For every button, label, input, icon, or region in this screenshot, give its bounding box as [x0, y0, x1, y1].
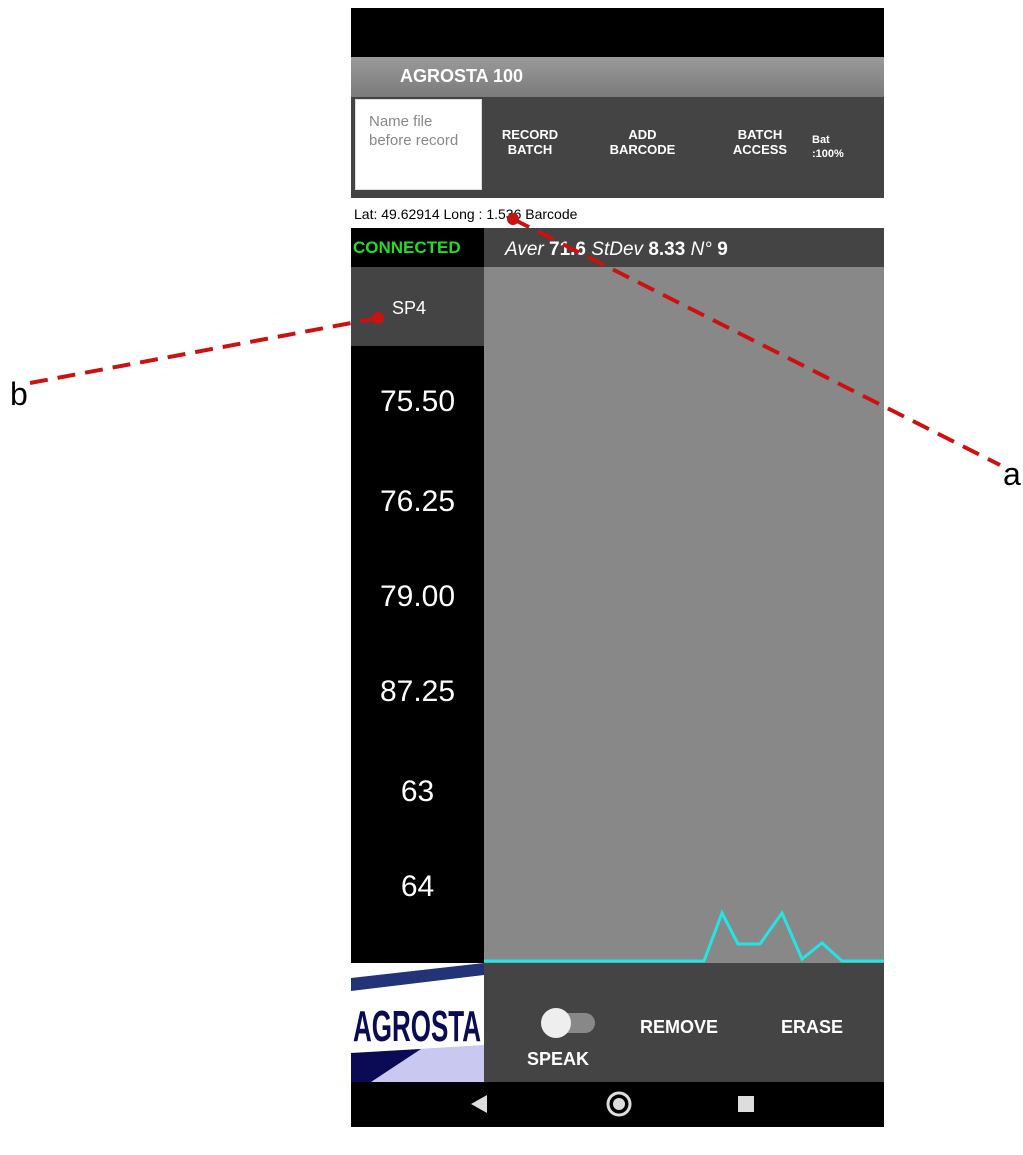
annotation-line: [513, 219, 1000, 465]
page: {"app": { "title": "AGROSTA 100", "name_…: [0, 0, 1023, 1155]
annotation-label: a: [1003, 456, 1021, 492]
annotation-label: b: [10, 376, 28, 412]
annotation-line: [30, 318, 378, 383]
annotations: a b: [0, 0, 1023, 1155]
